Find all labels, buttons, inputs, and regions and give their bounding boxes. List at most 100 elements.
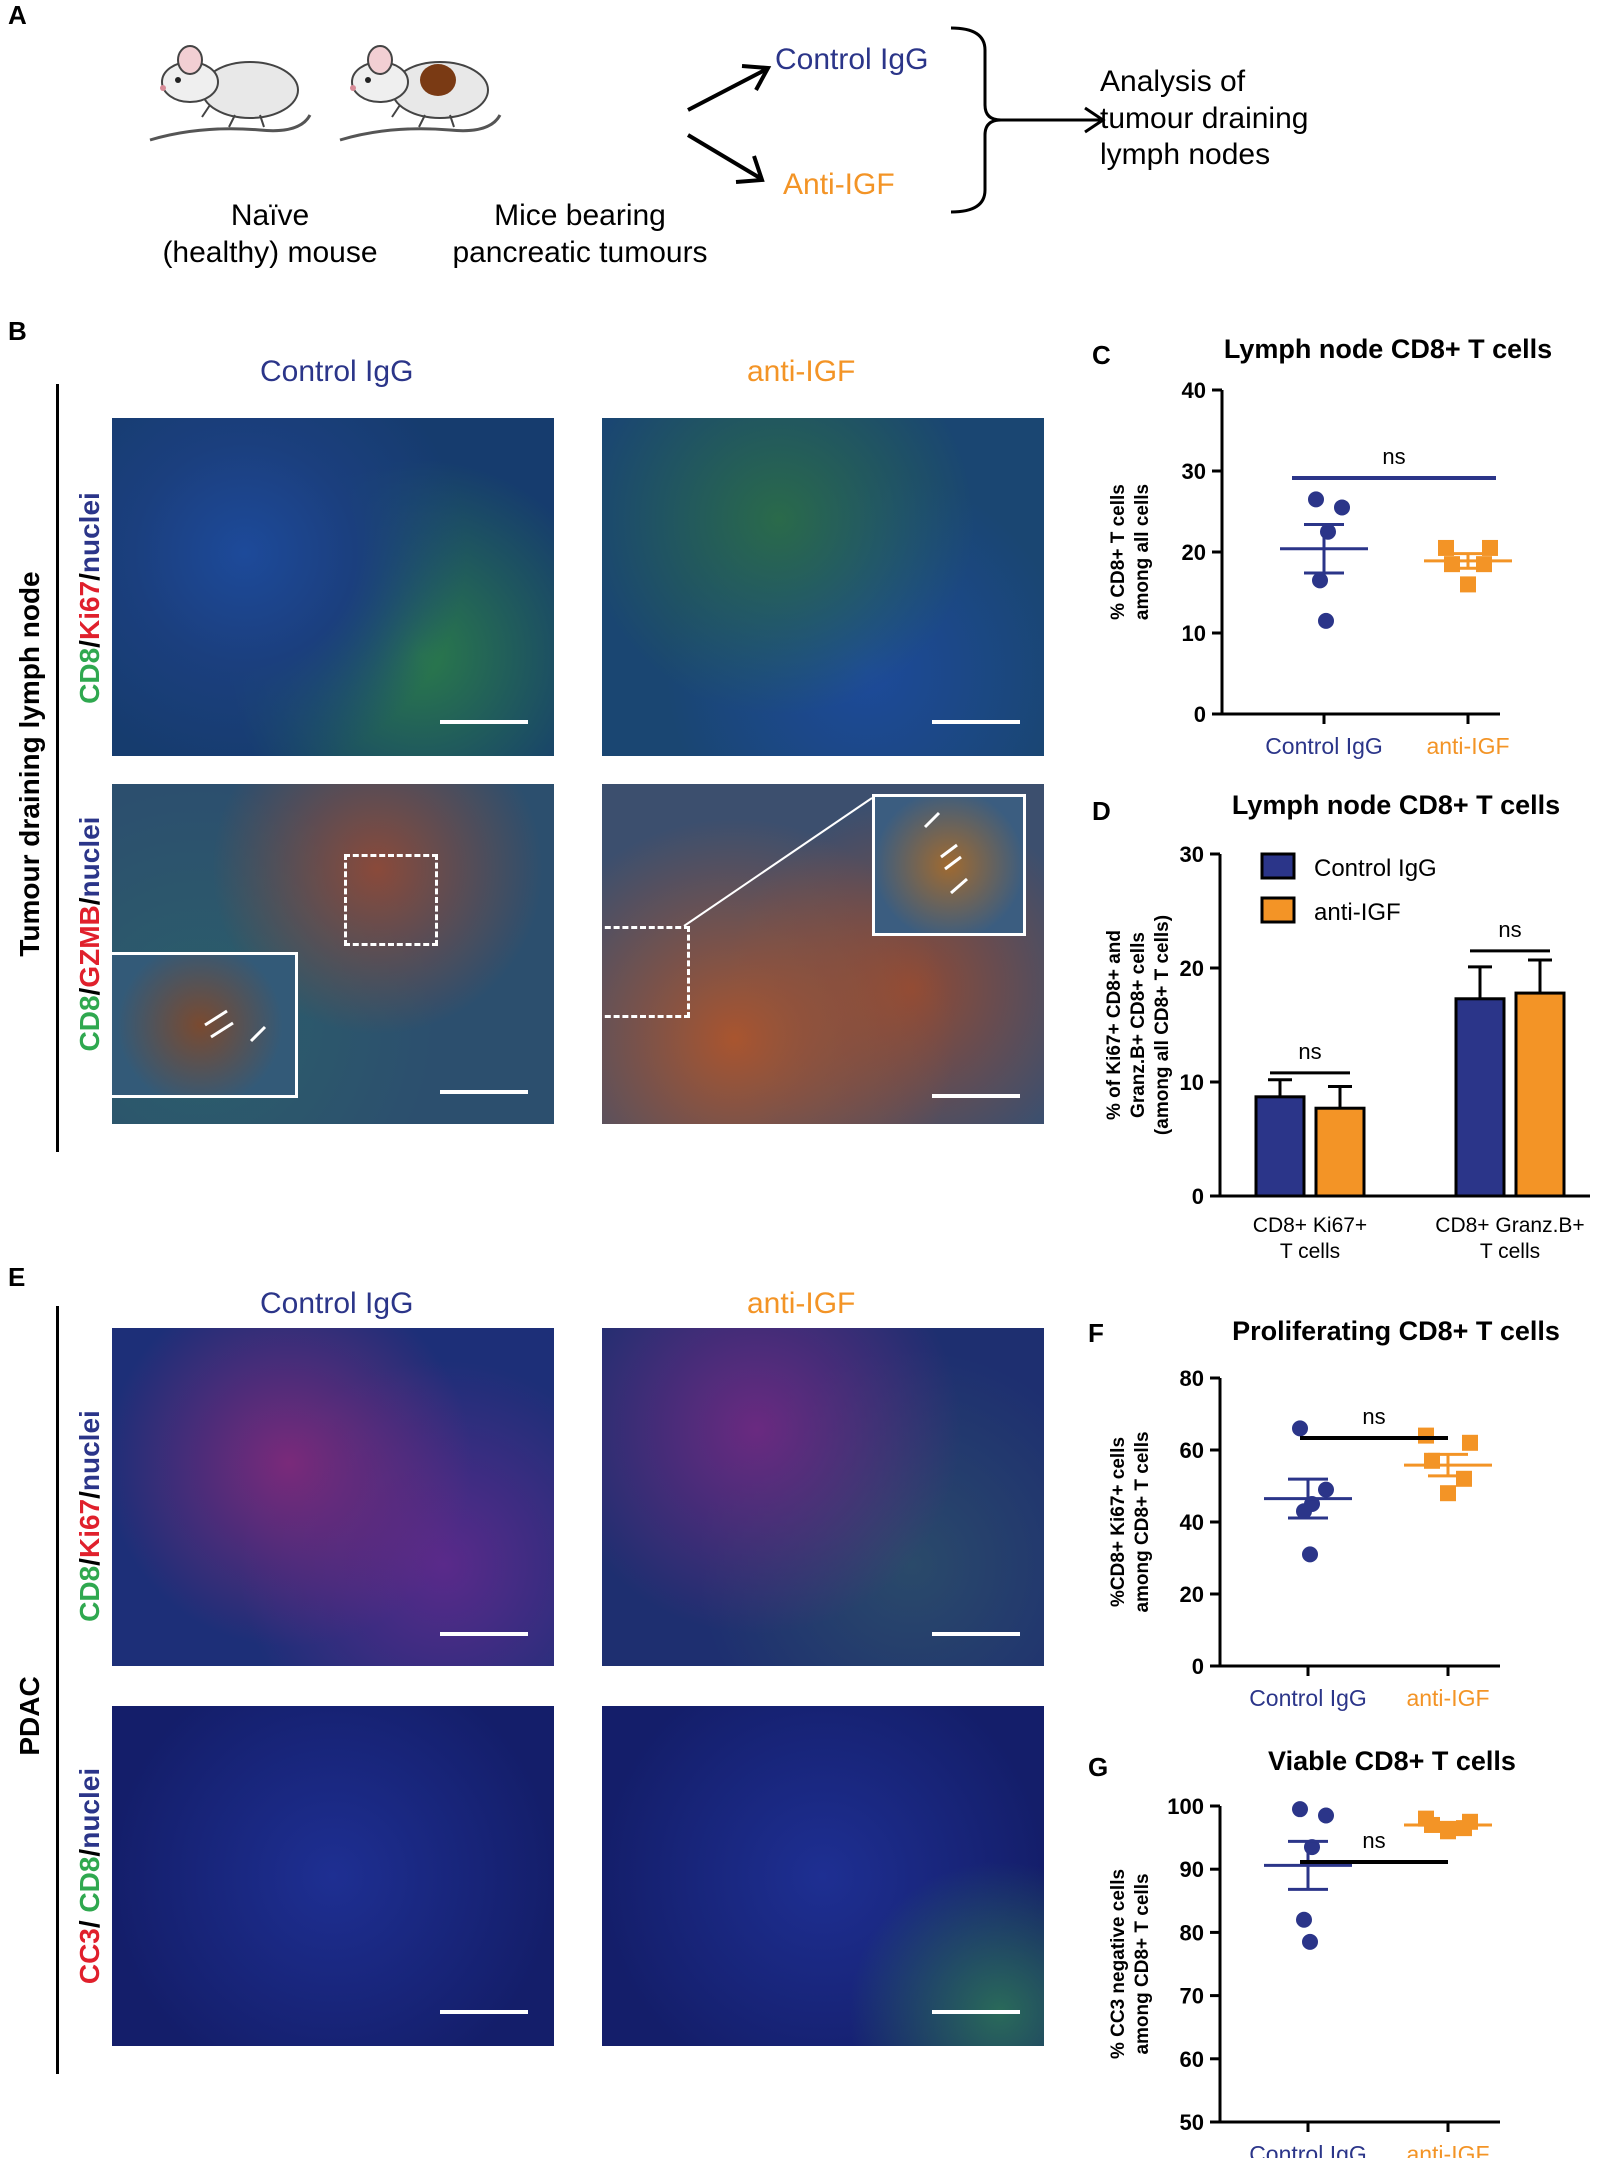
- stain-e2-sep1: /: [74, 1912, 105, 1929]
- row-title-e: PDAC: [14, 1676, 45, 1756]
- x-tick-label: Control IgG: [1249, 1685, 1367, 1711]
- row-divider-b: [56, 384, 59, 1152]
- panel-letter-f: F: [1088, 1318, 1104, 1348]
- panel-letter-b: B: [8, 316, 27, 346]
- stain-b1-a: CD8: [74, 647, 105, 704]
- col-header-control-b: Control IgG: [260, 355, 414, 388]
- y-tick-label: 100: [1167, 1794, 1204, 1819]
- chart-f: Proliferating CD8+ T cells 0 20 40 60 80 Contr…: [1108, 1316, 1560, 1711]
- stain-label-b2: CD8/GZMB/nuclei: [74, 804, 106, 1064]
- analysis-line2: tumour draining: [1100, 101, 1309, 135]
- y-tick-label: 20: [1180, 1582, 1204, 1607]
- data-point: [1318, 612, 1334, 629]
- x-tick-label: CD8+ Granz.B+: [1435, 1214, 1584, 1237]
- stain-b2-sep2: /: [74, 897, 105, 906]
- analysis-line3: lymph nodes: [1100, 138, 1271, 172]
- analysis-line1: Analysis of: [1100, 65, 1246, 98]
- y-tick-label: 20: [1180, 956, 1204, 981]
- y-tick-label: 60: [1180, 2047, 1204, 2072]
- data-point: [1302, 1546, 1318, 1563]
- x-tick-label: anti-IGF: [1426, 733, 1509, 759]
- control-igg-label-a: Control IgG: [775, 43, 929, 76]
- scale-bar: [440, 1090, 528, 1094]
- x-tick-label: Control IgG: [1249, 2141, 1367, 2158]
- micrograph-b-control-gzmb: [112, 784, 554, 1124]
- data-point: [1302, 1933, 1318, 1950]
- stain-b2-c: nuclei: [74, 816, 105, 898]
- y-tick-label: 90: [1180, 1857, 1204, 1882]
- y-tick-label: 10: [1182, 621, 1206, 646]
- chart-c: Lymph node CD8+ T cells 0 10 20 30 40 Control …: [1108, 334, 1552, 759]
- data-point: [1476, 556, 1492, 573]
- x-tick-label: Control IgG: [1265, 733, 1383, 759]
- scale-bar: [440, 720, 528, 724]
- treatment-arrows: [686, 64, 772, 184]
- stain-b1-sep2: /: [74, 573, 105, 581]
- tumour-mouse-label: Mice bearing pancreatic tumours: [430, 198, 730, 271]
- chart-d: Lymph node CD8+ T cells 0 10 20 30 % of Ki67+…: [1104, 790, 1590, 1263]
- y-tick-label: 80: [1180, 1920, 1204, 1945]
- stain-b1-sep1: /: [74, 640, 105, 648]
- legend-swatch: [1260, 896, 1296, 924]
- micrograph-b-anti-ki67: [602, 418, 1044, 756]
- scale-bar: [440, 1632, 528, 1636]
- micrograph-e-anti-ki67: [602, 1328, 1044, 1666]
- stain-e1-b: Ki67: [74, 1498, 105, 1559]
- col-header-anti-e: anti-IGF: [747, 1287, 856, 1320]
- y-tick-label: 80: [1180, 1366, 1204, 1391]
- tumour-mouse-icon: [339, 45, 502, 142]
- y-axis-label-line2: among all cells: [1132, 484, 1153, 620]
- bar: [1314, 1106, 1366, 1198]
- data-point: [1312, 572, 1328, 589]
- bar: [1514, 991, 1566, 1198]
- y-axis-label-line2: among CD8+ T cells: [1132, 1431, 1153, 1612]
- y-tick-label: 40: [1182, 378, 1206, 403]
- zoom-region: [344, 854, 438, 946]
- data-point: [1296, 1911, 1312, 1928]
- stain-b2-sep1: /: [74, 987, 105, 996]
- micrograph-e-anti-cc3: [602, 1706, 1044, 2046]
- y-axis-label-line3: (among all CD8+ T cells): [1152, 915, 1173, 1135]
- naive-line2: (healthy) mouse: [162, 235, 378, 269]
- stain-e1-sep1: /: [74, 1558, 105, 1566]
- significance-label: ns: [1382, 444, 1405, 469]
- stain-e1-sep2: /: [74, 1491, 105, 1499]
- scale-bar: [440, 2010, 528, 2014]
- y-tick-label: 0: [1192, 1654, 1204, 1679]
- tumour-line2: pancreatic tumours: [452, 235, 708, 269]
- significance-label: ns: [1498, 917, 1521, 942]
- y-tick-label: 30: [1182, 459, 1206, 484]
- data-point: [1418, 1427, 1434, 1444]
- y-axis-label-line1: % of Ki67+ CD8+ and: [1104, 930, 1125, 1120]
- panel-letter-d: D: [1092, 796, 1111, 826]
- stain-e2-sep2: /: [74, 1848, 105, 1857]
- data-point: [1456, 1470, 1472, 1487]
- row-divider-e: [56, 1306, 59, 2074]
- chart-title: Lymph node CD8+ T cells: [1224, 334, 1552, 364]
- significance-label: ns: [1362, 1828, 1385, 1853]
- stain-e2-b: CD8: [74, 1856, 105, 1913]
- x-tick-label: T cells: [1480, 1240, 1540, 1263]
- y-axis-label: % CC3 negative cells among CD8+ T cells: [1108, 1869, 1153, 2059]
- inset-zoom: [872, 794, 1026, 936]
- data-point: [1318, 1807, 1334, 1824]
- chart-title: Viable CD8+ T cells: [1268, 1746, 1516, 1776]
- data-point: [1292, 1801, 1308, 1818]
- chart-title: Lymph node CD8+ T cells: [1232, 790, 1560, 820]
- x-tick-label: CD8+ Ki67+: [1253, 1214, 1367, 1237]
- y-tick-label: 0: [1192, 1184, 1204, 1209]
- x-tick-label: T cells: [1280, 1240, 1340, 1263]
- y-axis-label-line1: %CD8+ Ki67+ cells: [1108, 1437, 1129, 1607]
- stain-b2-a: CD8: [74, 995, 105, 1052]
- y-axis-label-line1: % CD8+ T cells: [1108, 484, 1129, 620]
- naive-mouse-label: Naïve (healthy) mouse: [145, 198, 395, 271]
- arrow-icon: [923, 811, 968, 895]
- stain-b2-b: GZMB: [74, 905, 105, 988]
- y-axis-label: % of Ki67+ CD8+ and Granz.B+ CD8+ cells (a…: [1104, 915, 1173, 1135]
- stain-label-e2: CC3/ CD8/nuclei: [74, 1746, 106, 2006]
- y-tick-label: 60: [1180, 1438, 1204, 1463]
- stain-e1-c: nuclei: [74, 1410, 105, 1492]
- y-tick-label: 30: [1180, 842, 1204, 867]
- y-tick-label: 20: [1182, 540, 1206, 565]
- zoom-region: [602, 926, 690, 1018]
